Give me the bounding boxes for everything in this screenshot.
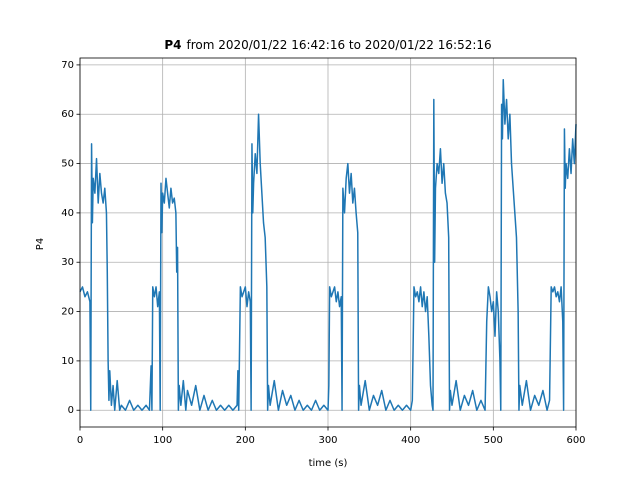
y-tick-label: 40 — [61, 208, 74, 219]
y-tick-label: 10 — [61, 356, 74, 367]
y-tick-label: 20 — [61, 307, 74, 318]
x-tick-label: 100 — [153, 435, 172, 446]
x-tick-label: 300 — [318, 435, 337, 446]
y-tick-label: 0 — [68, 405, 74, 416]
x-axis-label: time (s) — [309, 458, 348, 469]
chart-title: P4 from 2020/01/22 16:42:16 to 2020/01/22… — [164, 38, 491, 52]
x-tick-label: 600 — [566, 435, 585, 446]
y-tick-label: 60 — [61, 109, 74, 120]
y-axis-label: P4 — [35, 238, 46, 250]
x-tick-label: 400 — [401, 435, 420, 446]
x-tick-label: 200 — [236, 435, 255, 446]
y-tick-label: 70 — [61, 60, 74, 71]
x-tick-label: 0 — [77, 435, 83, 446]
y-tick-label: 30 — [61, 257, 74, 268]
title-bold: P4 — [164, 38, 181, 52]
data-line — [79, 78, 577, 411]
title-text: from 2020/01/22 16:42:16 to 2020/01/22 1… — [186, 38, 491, 52]
plot-frame — [79, 57, 577, 428]
x-tick-label: 500 — [484, 435, 503, 446]
y-tick-label: 50 — [61, 159, 74, 170]
